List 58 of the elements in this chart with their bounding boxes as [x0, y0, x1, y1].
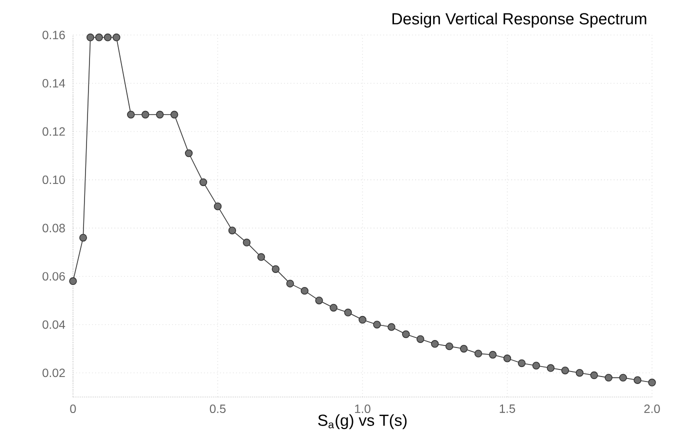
point — [199, 178, 208, 186]
point — [69, 277, 77, 286]
point — [95, 34, 103, 42]
point — [156, 110, 164, 119]
point — [634, 376, 642, 384]
point — [518, 359, 526, 368]
x-tick-label: 2.0 — [644, 404, 660, 414]
point — [445, 342, 454, 350]
point — [561, 366, 570, 374]
x-tick-label: 1.0 — [355, 404, 370, 414]
x-axis-title: S$_{a}$(g) vs T(s) — [318, 414, 407, 430]
point — [619, 374, 627, 382]
y-tick-label: 0.16 — [42, 30, 65, 40]
point — [503, 354, 512, 362]
point — [104, 34, 112, 42]
point — [576, 369, 584, 377]
x-tick-label: 1.5 — [500, 404, 516, 413]
y-tick-label: 0.02 — [42, 368, 65, 378]
point — [330, 304, 338, 312]
point — [79, 234, 88, 242]
point — [257, 253, 266, 261]
y-tick-label: 0.04 — [42, 320, 66, 329]
point — [648, 378, 656, 386]
point — [184, 149, 193, 158]
chart-title: Design Vertical Response Spectrum — [392, 12, 646, 28]
point — [590, 371, 598, 380]
point — [112, 34, 120, 42]
point — [242, 238, 251, 246]
point — [315, 296, 323, 304]
y-tick-label: 0.06 — [42, 272, 65, 281]
point — [272, 265, 280, 273]
point — [604, 374, 612, 382]
point — [388, 323, 396, 331]
point — [402, 330, 410, 338]
point — [127, 110, 135, 119]
point — [170, 110, 178, 119]
y-tick-label: 0.12 — [42, 127, 65, 136]
point — [488, 350, 497, 359]
point — [86, 34, 94, 42]
y-tick-label: 0.14 — [42, 79, 66, 88]
point — [474, 350, 482, 358]
x-tick-label: 0 — [70, 404, 76, 414]
point — [228, 226, 236, 234]
x-tick-label: 0.5 — [210, 404, 226, 414]
y-tick-label: 0.10 — [42, 176, 65, 184]
point — [546, 364, 555, 372]
point — [532, 362, 540, 370]
point — [460, 344, 468, 353]
point — [416, 335, 424, 343]
point — [358, 316, 366, 324]
point — [373, 320, 381, 328]
point — [431, 340, 439, 348]
point — [286, 280, 294, 288]
y-tick-label: 0.08 — [42, 224, 65, 232]
point — [142, 110, 150, 119]
point — [344, 308, 352, 316]
point — [214, 202, 222, 210]
point — [300, 286, 308, 295]
